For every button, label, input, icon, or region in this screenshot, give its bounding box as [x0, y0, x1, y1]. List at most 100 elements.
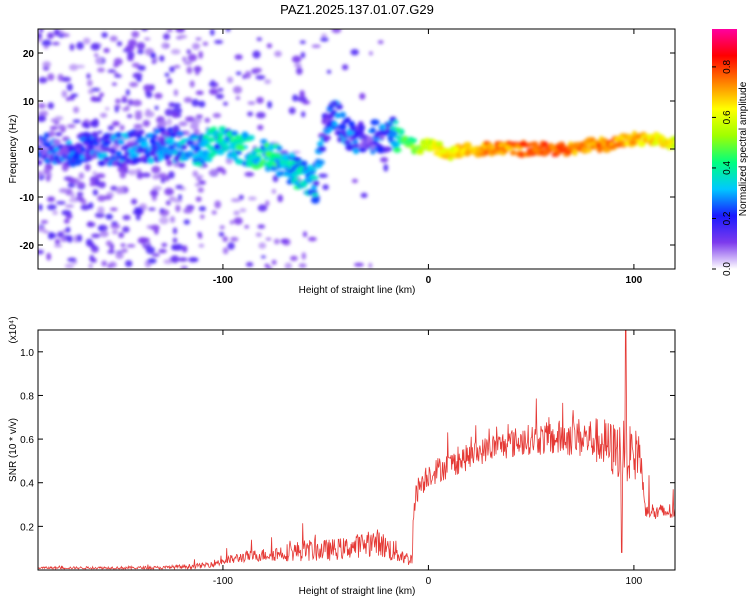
spectrogram-cell [326, 113, 335, 119]
spectrogram-cell [107, 250, 115, 254]
spectrogram-cell [150, 189, 159, 197]
spectrogram-cell [105, 107, 110, 111]
spectrogram-cell [68, 198, 79, 203]
spectrogram-cell [42, 61, 51, 68]
spectrogram-cell [110, 223, 121, 229]
spectrogram-cell [266, 266, 273, 269]
spectrogram-cell [393, 120, 399, 125]
spectrogram-cell [76, 191, 84, 197]
spectrogram-cell [158, 154, 164, 162]
spectrogram-cell [110, 185, 118, 191]
spectrogram-cell [215, 93, 224, 100]
spectrogram-cell [310, 197, 320, 204]
spectrogram-cell [316, 159, 325, 166]
spectrogram-cell [38, 249, 44, 255]
spectrogram-cell [198, 100, 206, 108]
spectrogram-cell [103, 195, 113, 201]
spectrogram-cell [119, 124, 125, 131]
spectrogram-ytick-label: 20 [23, 49, 35, 60]
spectrogram-cell [294, 63, 302, 68]
spectrogram-cell [158, 248, 167, 254]
spectrogram-cell [222, 247, 229, 255]
spectrogram-cell [542, 141, 548, 146]
spectrogram-cell [91, 87, 101, 92]
spectrogram-cell [151, 133, 158, 139]
spectrogram-cell [230, 130, 239, 136]
spectrogram-cell [159, 216, 169, 225]
spectrogram-cell [211, 210, 217, 215]
spectrogram-cell [350, 49, 359, 56]
spectrogram-cell [61, 209, 72, 216]
spectrogram-ytick-label: 10 [23, 97, 35, 108]
spectrogram-cell [510, 150, 517, 156]
spectrogram-cell [172, 237, 178, 243]
spectrogram-cell [65, 226, 71, 233]
spectrogram-cell [131, 198, 138, 205]
spectrogram-cell [84, 124, 91, 129]
spectrogram-cell [73, 158, 83, 166]
spectrogram-ylabel: Frequency (Hz) [8, 115, 19, 184]
spectrogram-cell [176, 131, 185, 137]
spectrogram-cell [264, 79, 271, 85]
spectrogram-cell [200, 214, 205, 219]
spectrogram-cell [308, 170, 316, 175]
spectrogram-cell [272, 175, 279, 183]
spectrogram-cell [151, 59, 156, 64]
colorbar: 0.0 0.2 0.4 0.6 0.8 Normalized spectral ampl… [712, 29, 749, 276]
spectrogram-cell [273, 238, 280, 245]
spectrogram-cell [175, 204, 181, 213]
spectrogram-cell [195, 37, 202, 41]
spectrogram-cell [140, 237, 150, 243]
spectrogram-cell [212, 113, 222, 118]
spectrogram-cell [182, 56, 187, 62]
spectrogram-xtick-label: -100 [213, 275, 233, 286]
spectrogram-cell [87, 144, 95, 151]
spectrogram-cell [204, 157, 213, 162]
spectrogram-cell [372, 140, 379, 146]
spectrogram-cell [377, 146, 385, 153]
spectrogram-cell [173, 65, 181, 69]
spectrogram-cell [151, 253, 160, 257]
spectrogram-cell [90, 42, 101, 51]
spectrogram-cell [572, 149, 578, 156]
spectrogram-cell [154, 105, 159, 110]
spectrogram-cell [67, 257, 77, 263]
spectrogram-cell [168, 102, 175, 108]
spectrogram-cell [86, 221, 96, 228]
spectrogram-cell [122, 226, 130, 233]
spectrogram-cell [298, 263, 307, 268]
spectrogram-cell [389, 130, 399, 136]
spectrogram-ytick-label: -20 [20, 241, 35, 252]
spectrogram-cell [57, 231, 64, 238]
spectrogram-cell [48, 130, 56, 137]
spectrogram-cell [214, 39, 224, 44]
spectrogram-cell [338, 123, 347, 131]
spectrogram-cell [318, 173, 328, 178]
spectrogram-cell [448, 156, 454, 162]
spectrogram-cell [86, 79, 93, 87]
spectrogram-cell [92, 249, 98, 253]
spectrogram-cell [126, 114, 133, 119]
spectrogram-cell [219, 225, 225, 230]
spectrogram-cell [175, 29, 185, 33]
spectrogram-cell [198, 234, 203, 239]
spectrogram-cell [195, 196, 202, 202]
spectrogram-cell [134, 110, 143, 115]
spectrogram-cell [111, 82, 117, 86]
spectrogram-cell [244, 70, 252, 79]
spectrogram-cell [134, 112, 143, 121]
spectrogram-cell [255, 232, 262, 237]
spectrogram-cell [52, 210, 58, 215]
spectrogram-cell [109, 207, 118, 212]
spectrogram-cell [69, 64, 79, 71]
spectrogram-cell [144, 111, 155, 118]
spectrogram-cell [180, 144, 188, 150]
spectrogram-cell [266, 43, 273, 49]
spectrogram-cell [72, 119, 81, 124]
spectrogram-cell [235, 71, 242, 76]
spectrogram-cell [105, 213, 113, 220]
spectrogram-cell [392, 147, 402, 153]
spectrogram-cell [253, 67, 262, 73]
spectrogram-cell [257, 224, 266, 229]
spectrogram-cell [121, 248, 128, 254]
